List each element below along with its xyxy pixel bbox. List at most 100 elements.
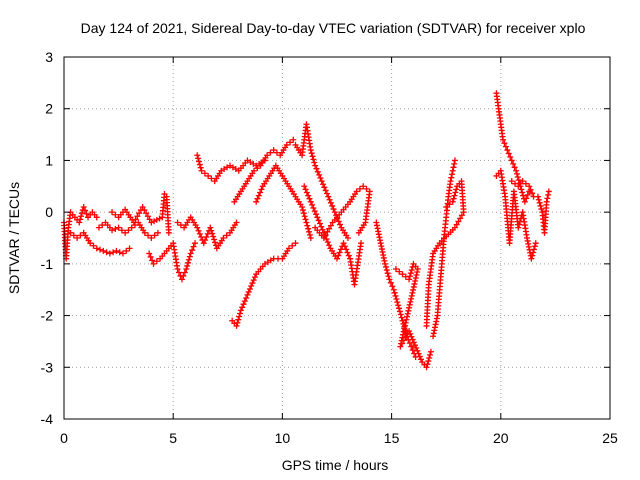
data-point [538,206,545,213]
data-point [313,165,320,172]
data-point [397,311,404,318]
x-tick-label: 5 [169,430,177,446]
data-point [399,271,406,278]
data-point [402,319,409,326]
data-point [194,224,201,231]
data-point [307,147,314,154]
data-point [144,213,151,220]
data-point [527,186,534,193]
data-points [61,90,552,371]
data-point [126,245,133,252]
data-point [508,157,515,164]
data-point [336,249,343,256]
data-point [385,273,392,280]
data-point [523,195,530,202]
data-point [519,178,526,185]
data-point [67,229,74,236]
data-point [205,172,212,179]
data-point [413,345,420,352]
data-point [115,224,122,231]
data-point [396,305,403,312]
data-point [398,314,405,321]
data-point [544,195,551,202]
data-point [246,285,253,292]
data-point [78,213,85,220]
data-point [384,270,391,277]
data-point [320,235,327,241]
data-point [400,328,407,335]
y-tick-label: -4 [41,411,54,427]
data-point [195,155,202,162]
data-point [409,347,416,354]
data-point [416,353,423,360]
data-point [537,202,544,209]
data-point [408,295,415,302]
data-point [404,313,411,320]
data-point [306,228,313,235]
data-point [301,183,308,190]
data-point [112,211,119,218]
data-point [198,167,205,174]
data-point [303,219,310,226]
data-point [343,246,350,253]
data-point [406,304,413,311]
data-point [403,316,410,323]
data-point [145,232,152,239]
data-point [147,253,154,260]
data-point [520,192,527,199]
data-point [327,222,334,229]
data-point [318,223,325,230]
data-point [149,257,156,264]
y-tick-label: -2 [41,308,54,324]
data-point [201,170,208,177]
data-point [87,240,94,247]
data-point [324,239,331,246]
data-point [254,165,261,172]
data-point [151,218,158,225]
data-point [324,228,331,235]
data-point [449,167,456,174]
data-point [119,250,126,257]
data-point [93,214,100,221]
data-point [399,340,406,347]
data-point [181,269,188,276]
data-point [151,232,158,239]
data-point [386,276,393,283]
x-tick-label: 20 [493,430,509,446]
data-point [146,216,153,223]
data-point [134,213,141,220]
data-point [257,189,264,196]
plot-frame [63,56,611,420]
data-point [383,267,390,274]
axis-ticks [63,56,611,420]
data-point [450,164,457,171]
data-point [529,190,536,197]
data-point [176,269,183,276]
data-point [248,283,255,290]
data-point [184,262,191,269]
data-point [389,283,396,290]
data-point [304,222,311,229]
data-point [90,242,97,249]
data-point [325,193,332,200]
data-point [382,263,389,270]
data-point [141,229,148,236]
data-point [505,150,512,157]
data-point [524,191,531,198]
data-point [427,348,434,355]
data-point [316,171,323,178]
data-point [305,192,312,199]
data-point [447,178,454,185]
data-point [344,235,351,241]
data-point [308,150,315,157]
data-point [153,216,160,223]
data-point [305,225,312,232]
data-point [412,277,419,284]
data-point [77,216,84,223]
data-point [407,330,414,337]
data-point [516,221,523,228]
data-point [511,164,518,171]
data-point [514,173,521,180]
data-point [412,274,419,281]
data-point [397,343,404,350]
